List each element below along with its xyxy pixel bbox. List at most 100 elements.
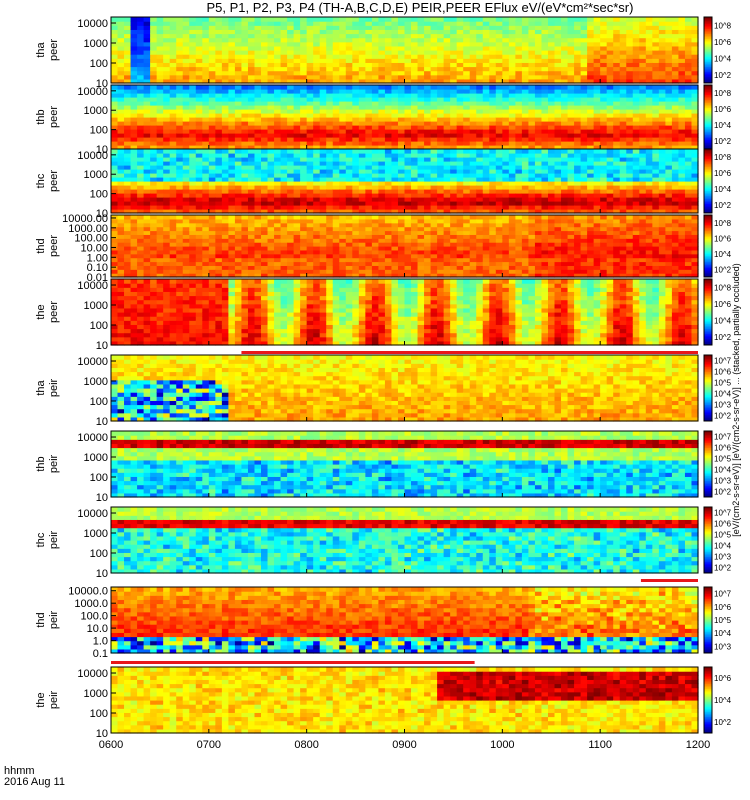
heatmap-cell bbox=[561, 58, 569, 63]
heatmap-cell bbox=[306, 218, 314, 224]
heatmap-cell bbox=[345, 145, 353, 150]
heatmap-cell bbox=[469, 169, 477, 174]
heatmap-cell bbox=[547, 62, 556, 68]
heatmap-cell bbox=[626, 117, 634, 122]
heatmap-cell bbox=[228, 121, 236, 126]
heatmap-cell bbox=[391, 169, 399, 174]
heatmap-cell bbox=[326, 153, 334, 158]
heatmap-cell bbox=[247, 261, 256, 266]
heatmap-cell bbox=[619, 21, 627, 26]
heatmap-cell bbox=[450, 117, 458, 122]
heatmap-cell bbox=[619, 113, 627, 118]
heatmap-cell bbox=[593, 33, 601, 39]
heatmap-cell bbox=[541, 101, 549, 106]
heatmap-cell bbox=[215, 246, 223, 251]
heatmap-cell bbox=[411, 101, 419, 106]
heatmap-cell bbox=[508, 93, 516, 98]
heatmap-cell bbox=[587, 189, 595, 194]
heatmap-cell bbox=[313, 242, 321, 247]
heatmap-cell bbox=[234, 181, 243, 186]
heatmap-cell bbox=[143, 25, 151, 30]
heatmap-cell bbox=[541, 58, 549, 63]
heatmap-cell bbox=[665, 70, 673, 76]
heatmap-cell bbox=[541, 109, 549, 114]
heatmap-cell bbox=[300, 153, 308, 158]
heatmap-cell bbox=[195, 222, 203, 228]
colorbar-swatch bbox=[704, 45, 712, 48]
heatmap-cell bbox=[671, 157, 680, 162]
heatmap-cell bbox=[502, 193, 510, 198]
heatmap-cell bbox=[111, 125, 119, 130]
heatmap-cell bbox=[684, 78, 693, 84]
heatmap-cell bbox=[241, 85, 249, 90]
heatmap-cell bbox=[228, 201, 236, 206]
heatmap-cell bbox=[111, 222, 119, 228]
heatmap-cell bbox=[137, 101, 145, 106]
heatmap-cell bbox=[293, 125, 301, 130]
y-tick-label: 10 bbox=[96, 78, 108, 90]
heatmap-cell bbox=[626, 177, 634, 182]
heatmap-cell bbox=[202, 78, 210, 84]
heatmap-cell bbox=[437, 129, 445, 134]
heatmap-cell bbox=[319, 58, 327, 63]
heatmap-cell bbox=[600, 97, 608, 102]
heatmap-cell bbox=[228, 17, 236, 22]
heatmap-cell bbox=[163, 218, 171, 224]
heatmap-cell bbox=[280, 133, 288, 138]
heatmap-cell bbox=[404, 50, 412, 55]
heatmap-cell bbox=[319, 62, 327, 68]
heatmap-cell bbox=[319, 157, 327, 162]
heatmap-cell bbox=[234, 205, 243, 210]
heatmap-cell bbox=[365, 165, 373, 170]
heatmap-cell bbox=[137, 253, 145, 259]
heatmap-cell bbox=[124, 33, 132, 39]
heatmap-cell bbox=[267, 137, 275, 142]
heatmap-cell bbox=[574, 181, 582, 186]
heatmap-cell bbox=[587, 161, 595, 166]
heatmap-cell bbox=[600, 41, 608, 47]
heatmap-cell bbox=[267, 101, 275, 106]
heatmap-cell bbox=[613, 209, 621, 214]
heatmap-cell bbox=[567, 37, 575, 43]
heatmap-cell bbox=[124, 257, 132, 263]
heatmap-cell bbox=[176, 249, 184, 255]
heatmap-cell bbox=[150, 218, 158, 224]
heatmap-cell bbox=[371, 33, 380, 39]
heatmap-cell bbox=[561, 74, 569, 80]
heatmap-cell bbox=[176, 205, 184, 210]
heatmap-cell bbox=[613, 37, 621, 43]
heatmap-cell bbox=[208, 238, 216, 243]
heatmap-cell bbox=[587, 209, 595, 214]
heatmap-cell bbox=[358, 66, 366, 72]
heatmap-cell bbox=[254, 197, 262, 202]
heatmap-cell bbox=[671, 177, 680, 182]
heatmap-cell bbox=[547, 137, 556, 142]
heatmap-cell bbox=[404, 54, 412, 59]
heatmap-cell bbox=[221, 105, 229, 110]
heatmap-cell bbox=[508, 173, 516, 178]
heatmap-cell bbox=[293, 169, 301, 174]
heatmap-cell bbox=[613, 197, 621, 202]
heatmap-cell bbox=[365, 109, 373, 114]
heatmap-cell bbox=[437, 169, 445, 174]
heatmap-cell bbox=[450, 70, 458, 76]
heatmap-cell bbox=[671, 29, 680, 35]
heatmap-cell bbox=[593, 101, 601, 106]
heatmap-cell bbox=[678, 189, 686, 194]
heatmap-cell bbox=[619, 101, 627, 106]
heatmap-cell bbox=[482, 197, 490, 202]
colorbar-swatch bbox=[704, 115, 712, 118]
heatmap-cell bbox=[443, 45, 451, 51]
heatmap-cell bbox=[502, 45, 510, 51]
heatmap-cell bbox=[541, 149, 549, 154]
heatmap-cell bbox=[502, 201, 510, 206]
heatmap-cell bbox=[195, 234, 203, 239]
heatmap-cell bbox=[326, 74, 334, 80]
heatmap-cell bbox=[234, 153, 243, 158]
heatmap-cell bbox=[163, 62, 171, 68]
heatmap-cell bbox=[476, 165, 484, 170]
heatmap-cell bbox=[658, 17, 666, 22]
heatmap-cell bbox=[619, 193, 627, 198]
heatmap-cell bbox=[117, 165, 125, 170]
heatmap-cell bbox=[208, 137, 216, 142]
